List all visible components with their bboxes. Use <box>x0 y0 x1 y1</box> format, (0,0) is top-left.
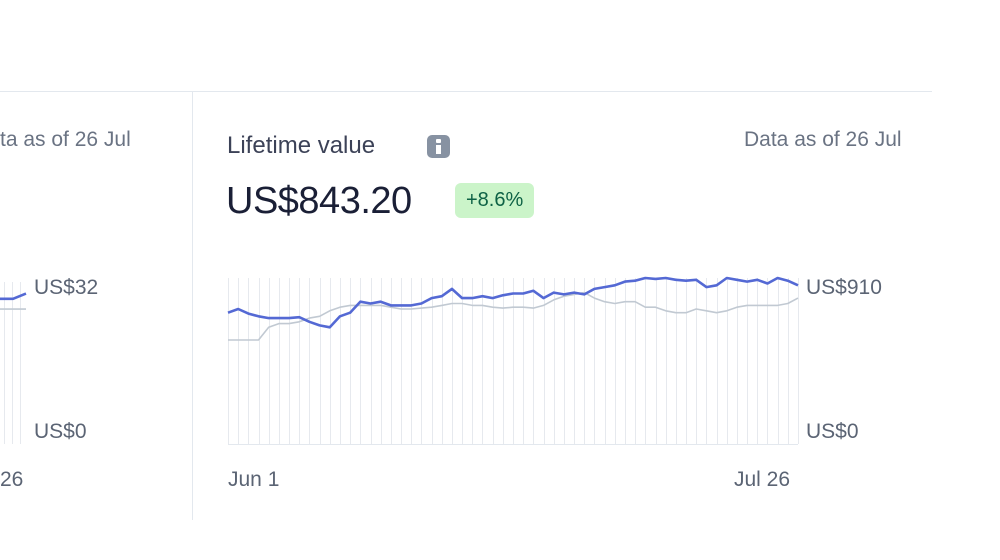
x-start-label: Jun 1 <box>228 468 280 491</box>
left-card-chart <box>0 282 27 444</box>
lifetime-value-chart <box>227 276 799 445</box>
left-card-y-max-label: US$32 <box>34 276 99 299</box>
primary-series-line <box>227 276 799 329</box>
data-as-of: Data as of 26 Jul <box>744 128 902 151</box>
top-divider <box>0 91 932 92</box>
y-max-label: US$910 <box>806 276 882 299</box>
card-title: Lifetime value <box>227 132 376 159</box>
left-card-data-as-of: ta as of 26 Jul <box>0 128 131 151</box>
change-badge: +8.6% <box>455 183 535 218</box>
y-min-label: US$0 <box>806 420 859 443</box>
left-primary-line <box>0 292 27 301</box>
metric-value: US$843.20 <box>226 180 412 222</box>
column-divider <box>192 92 193 520</box>
info-icon[interactable] <box>427 135 450 158</box>
left-card-y-min-label: US$0 <box>34 420 87 443</box>
left-card-x-end-label: 26 <box>0 468 24 491</box>
comparison-series-line <box>228 291 799 341</box>
x-end-label: Jul 26 <box>734 468 791 491</box>
